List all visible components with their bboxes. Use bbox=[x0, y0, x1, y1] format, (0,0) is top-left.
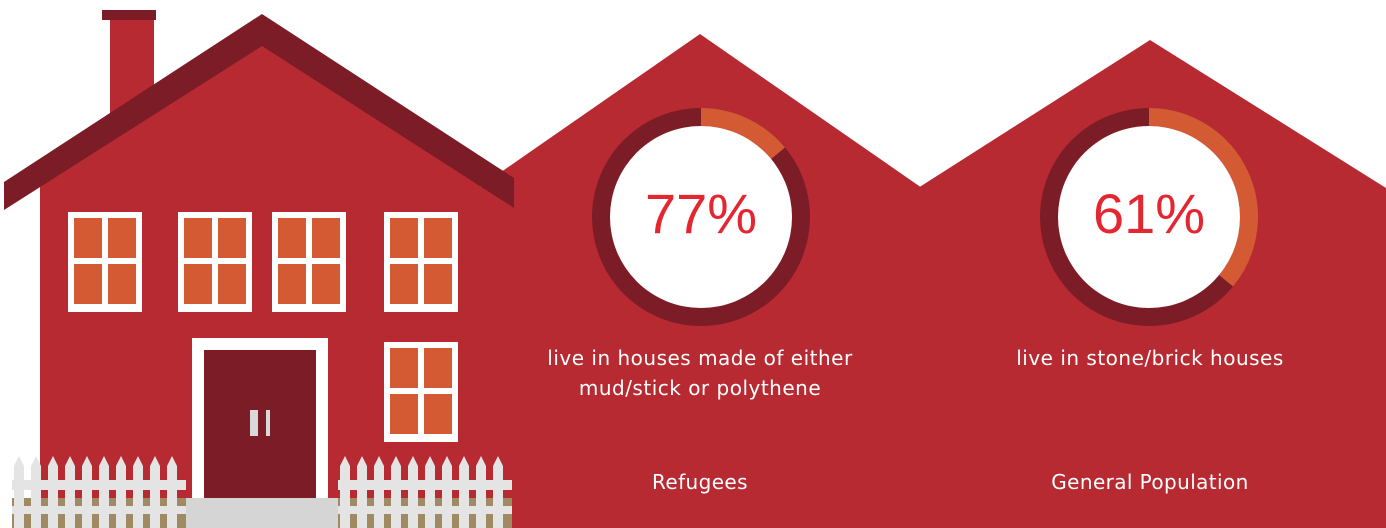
donut-accent-arc bbox=[700, 108, 785, 160]
donut-general-population bbox=[1040, 108, 1258, 326]
step-bottom bbox=[172, 510, 348, 528]
door bbox=[204, 350, 316, 498]
roof bbox=[4, 14, 514, 210]
group-label-refugees: Refugees bbox=[652, 470, 748, 494]
percent-general-population: 61% bbox=[1092, 182, 1206, 245]
window bbox=[384, 342, 458, 442]
window bbox=[68, 212, 142, 312]
group-label-general-population: General Population bbox=[1051, 470, 1249, 494]
door-handle-left bbox=[250, 410, 258, 436]
donut-accent-arc bbox=[1148, 108, 1258, 287]
donut-center bbox=[610, 126, 792, 308]
caption-refugees: live in houses made of either mud/stick … bbox=[515, 343, 885, 403]
windows bbox=[68, 212, 458, 442]
caption-refugees-line1: live in houses made of either bbox=[547, 346, 853, 370]
window bbox=[272, 212, 346, 312]
house-body bbox=[40, 36, 480, 528]
donut-refugees bbox=[592, 108, 810, 326]
percent-refugees: 77% bbox=[644, 182, 758, 245]
chimney-cap bbox=[102, 10, 156, 20]
donut-center bbox=[1058, 126, 1240, 308]
caption-general-population: live in stone/brick houses bbox=[965, 343, 1335, 373]
step-top bbox=[180, 498, 340, 512]
caption-general-population-line1: live in stone/brick houses bbox=[1016, 346, 1284, 370]
window bbox=[178, 212, 252, 312]
fence-right bbox=[338, 456, 512, 528]
fence-left bbox=[12, 456, 186, 528]
door-handle-right bbox=[266, 410, 270, 436]
caption-refugees-line2: mud/stick or polythene bbox=[578, 376, 822, 400]
window bbox=[384, 212, 458, 312]
